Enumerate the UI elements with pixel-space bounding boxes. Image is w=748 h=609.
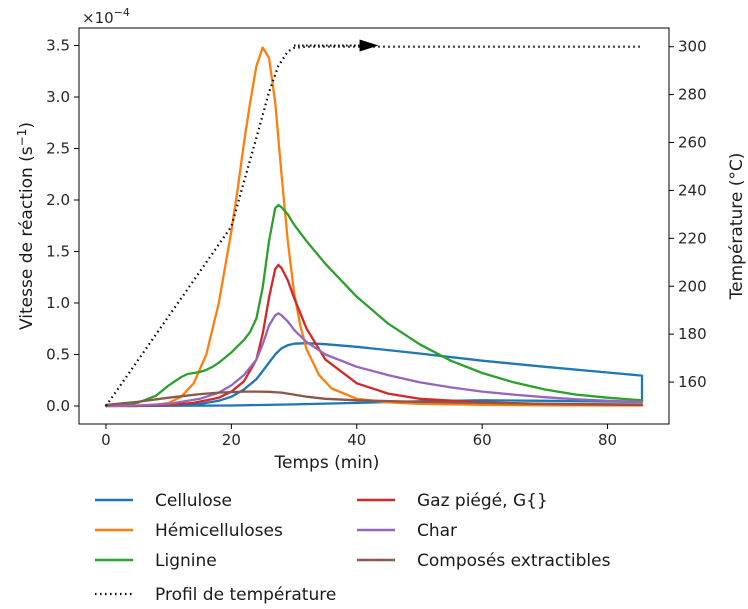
y-left-tick-label: 3.0 [46, 88, 70, 106]
x-tick-label: 20 [222, 431, 241, 449]
legend-item-hemicelluloses: Hémicelluloses [95, 521, 283, 541]
series-line-char [104, 312, 644, 408]
legend-item-char: Char [357, 521, 457, 541]
legend-item-cellulose: Cellulose [95, 491, 232, 511]
x-axis-title: Temps (min) [274, 453, 380, 473]
legend-label: Gaz piégé, G{} [417, 491, 548, 511]
y-left-tick-label: 3.5 [46, 37, 70, 55]
series-line-lignine [104, 203, 644, 408]
y-left-tick-label: 2.0 [46, 191, 70, 209]
legend-label: Profil de température [155, 585, 336, 605]
series-line-profil-de-temperature [105, 45, 642, 407]
y-left-tick-label: 0.0 [46, 397, 70, 415]
legend-item-composes-extractibles: Composés extractibles [357, 551, 611, 571]
x-tick-label: 60 [473, 431, 492, 449]
y-left-tick-label: 1.5 [46, 242, 70, 260]
y-left-tick-label: 1.0 [46, 294, 70, 312]
legend-item-lignine: Lignine [95, 551, 217, 571]
annotation-arrow-head [359, 39, 379, 52]
legend: Cellulose Hémicelluloses Lignine Gaz piégé,… [95, 491, 611, 605]
series-line-composes-extractibles [104, 390, 644, 407]
y-left-tick-label: 0.5 [46, 345, 70, 363]
series-line-gaz-piege-g [104, 263, 644, 408]
legend-label: Hémicelluloses [155, 521, 283, 541]
legend-label: Lignine [155, 551, 217, 571]
y-right-tick-label: 160 [678, 373, 707, 391]
x-axis: 0 20 40 60 80 [101, 424, 617, 449]
legend-label: Char [417, 521, 457, 541]
y-left-tick-label: 2.5 [46, 139, 70, 157]
y-axis-left: 0.0 0.5 1.0 1.5 2.0 2.5 3.0 3.5 [46, 37, 79, 415]
y-right-tick-label: 240 [678, 181, 707, 199]
series-line-hemicelluloses [104, 46, 644, 408]
y-right-tick-label: 220 [678, 229, 707, 247]
annotation-layer [294, 39, 379, 52]
legend-label: Cellulose [155, 491, 232, 511]
legend-item-profil-de-temperature: Profil de température [95, 585, 336, 605]
x-tick-label: 40 [347, 431, 366, 449]
y-axis-left-title: Vitesse de réaction (s−1) [15, 122, 37, 330]
y-multiplier: ×10−4 [82, 6, 130, 27]
y-right-tick-label: 200 [678, 277, 707, 295]
plot-frame [78, 27, 670, 425]
x-tick-label: 0 [101, 431, 111, 449]
y-axis-right-title: Température (°C) [727, 153, 747, 301]
x-tick-label: 80 [598, 431, 617, 449]
y-right-tick-label: 260 [678, 134, 707, 152]
series-layer [104, 45, 644, 408]
y-axis-right: 160 180 200 220 240 260 280 300 [669, 38, 707, 391]
y-right-tick-label: 180 [678, 325, 707, 343]
legend-item-gaz-piege-g: Gaz piégé, G{} [357, 491, 548, 511]
y-right-tick-label: 300 [678, 38, 707, 56]
y-right-tick-label: 280 [678, 86, 707, 104]
legend-label: Composés extractibles [417, 551, 611, 571]
